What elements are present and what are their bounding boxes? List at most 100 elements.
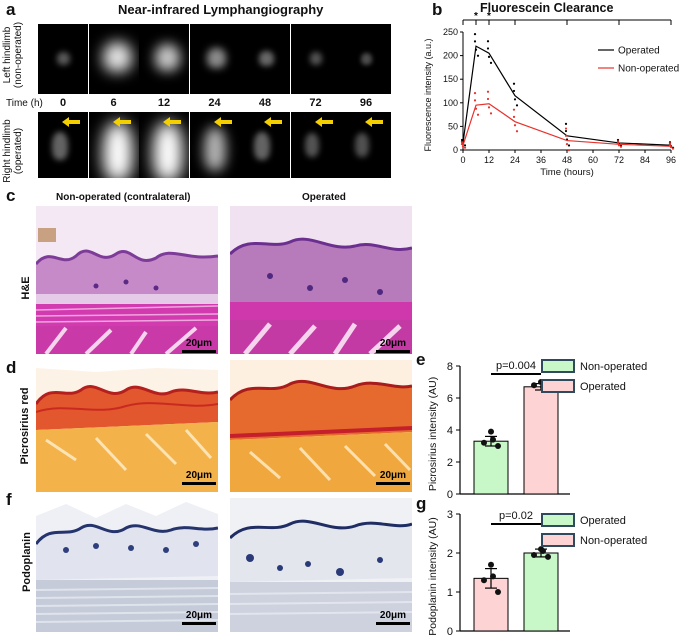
nir-top-frame bbox=[341, 24, 391, 94]
data-point bbox=[565, 143, 569, 146]
pvalue-label: p=0.02 bbox=[499, 510, 533, 522]
y-tick-label: 100 bbox=[443, 98, 458, 108]
data-point bbox=[460, 138, 464, 142]
x-tick-label: 60 bbox=[588, 155, 598, 165]
fluorescence-signal bbox=[360, 52, 373, 65]
yellow-arrow-icon bbox=[365, 117, 383, 127]
data-point bbox=[487, 55, 491, 58]
data-point bbox=[515, 104, 519, 107]
data-point bbox=[512, 82, 516, 85]
x-axis-label: Time (hours) bbox=[540, 167, 594, 178]
fluorescence-signal bbox=[304, 132, 319, 158]
fluorescence-signal bbox=[52, 131, 68, 160]
data-point bbox=[463, 146, 467, 149]
fluorescence-signal bbox=[207, 48, 226, 68]
data-point bbox=[515, 130, 519, 133]
data-point bbox=[490, 573, 496, 580]
data-point bbox=[474, 107, 478, 110]
data-point bbox=[513, 98, 517, 101]
data-point bbox=[567, 144, 571, 147]
time-label: 12 bbox=[157, 97, 171, 109]
data-point bbox=[531, 382, 537, 389]
fluorescence-signal bbox=[355, 132, 369, 157]
x-tick-label: 0 bbox=[460, 155, 465, 165]
panel-a-title: Near-infrared Lymphangiography bbox=[118, 2, 324, 17]
time-axis-label: Time (h) bbox=[6, 98, 43, 109]
data-point bbox=[669, 146, 673, 149]
data-point bbox=[495, 589, 501, 595]
column-title-non-operated: Non-operated (contralateral) bbox=[56, 192, 191, 203]
he-image-non-operated bbox=[36, 206, 218, 354]
time-label: 24 bbox=[208, 97, 221, 109]
bar-operated bbox=[523, 386, 559, 495]
nir-top-frame bbox=[88, 24, 139, 94]
fluorescence-signal bbox=[309, 52, 323, 66]
data-point bbox=[463, 144, 467, 147]
data-point bbox=[486, 47, 490, 50]
nir-bottom-frame bbox=[240, 112, 290, 178]
panel-c-label: c bbox=[6, 186, 16, 205]
nir-top-frame bbox=[139, 24, 189, 94]
data-point bbox=[619, 145, 623, 148]
picrosirius-image-operated bbox=[230, 360, 412, 492]
x-tick-label: 36 bbox=[536, 155, 546, 165]
fluorescence-signal bbox=[102, 122, 133, 178]
left-hindlimb-label: Left hindlimb (non-operated) bbox=[2, 21, 24, 89]
yellow-arrow-icon bbox=[62, 117, 80, 127]
x-tick-label: 84 bbox=[640, 155, 650, 165]
fluorescence-signal bbox=[153, 122, 183, 178]
scale-bar-f-right: 20μm bbox=[376, 610, 410, 625]
series-line-operated bbox=[462, 45, 672, 146]
panel-f-label: f bbox=[6, 490, 12, 509]
podoplanin-intensity-chart: 0 1 2 3 Podoplanin intensity (AU) p=0.02 Opera… bbox=[427, 509, 647, 637]
fluorescein-clearance-chart: Fluorescein Clearance 0 50 100 150 200 250 0 12 2… bbox=[423, 1, 679, 178]
nir-bottom-frame bbox=[341, 112, 391, 178]
data-point bbox=[488, 428, 494, 435]
legend-label: Non-operated bbox=[618, 64, 679, 75]
nir-bottom-frame bbox=[139, 112, 189, 178]
fluorescence-signal bbox=[254, 131, 270, 160]
panel-g-label: g bbox=[416, 494, 427, 513]
y-tick-label: 0 bbox=[453, 145, 458, 155]
yellow-arrow-icon bbox=[163, 117, 181, 127]
x-tick-label: 24 bbox=[510, 155, 520, 165]
data-point bbox=[513, 124, 517, 127]
data-point bbox=[489, 61, 493, 64]
fluorescence-signal bbox=[57, 51, 71, 66]
legend-label: Operated bbox=[580, 381, 626, 393]
data-point bbox=[481, 577, 487, 584]
data-point bbox=[489, 112, 493, 115]
pvalue-label: p=0.004 bbox=[496, 360, 536, 372]
picrosirius-intensity-chart: 0 2 4 6 8 Picrosirius intensity (AU) p=0.004 No… bbox=[427, 359, 647, 501]
picrosirius-image-non-operated bbox=[36, 360, 218, 492]
data-point bbox=[487, 106, 491, 109]
y-tick-label: 0 bbox=[447, 489, 453, 501]
y-tick-label: 150 bbox=[443, 74, 458, 84]
y-tick-label: 200 bbox=[443, 51, 458, 61]
data-point bbox=[481, 439, 487, 446]
y-tick-label: 2 bbox=[447, 457, 453, 469]
data-point bbox=[567, 149, 571, 152]
scale-bar-d-left: 20μm bbox=[182, 470, 216, 485]
nir-top-frame bbox=[189, 24, 240, 94]
scale-bar-f-left: 20μm bbox=[182, 610, 216, 625]
y-tick-label: 3 bbox=[447, 509, 453, 521]
data-point bbox=[486, 97, 490, 101]
data-point bbox=[476, 54, 480, 57]
data-point bbox=[668, 143, 672, 147]
bar-non-operated bbox=[473, 440, 509, 495]
x-tick-label: 12 bbox=[484, 155, 494, 165]
nir-top-frame bbox=[38, 24, 88, 94]
time-label: 72 bbox=[309, 97, 322, 109]
yellow-arrow-icon bbox=[213, 117, 232, 127]
data-point bbox=[616, 142, 620, 145]
nir-top-frame bbox=[290, 24, 341, 94]
nir-bottom-frame bbox=[88, 112, 139, 178]
data-point bbox=[490, 436, 496, 443]
chart-title: Fluorescein Clearance bbox=[480, 1, 613, 15]
x-tick-label: 48 bbox=[562, 155, 572, 165]
x-tick-label: 96 bbox=[666, 155, 676, 165]
fluorescence-signal bbox=[203, 126, 227, 171]
data-point bbox=[668, 142, 672, 145]
time-label: 48 bbox=[258, 97, 272, 109]
